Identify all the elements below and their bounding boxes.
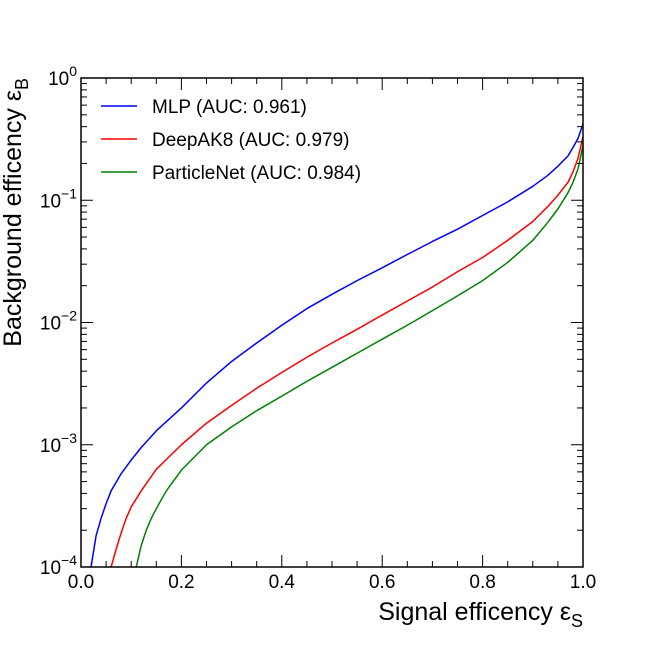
x-tick-label: 0.0	[68, 572, 94, 593]
x-tick-label: 0.6	[369, 572, 395, 593]
y-axis-label: Background efficency εB	[0, 78, 32, 347]
x-axis-label: Signal efficency εS	[378, 598, 583, 631]
legend: MLP (AUC: 0.961) DeepAK8 (AUC: 0.979) Part…	[101, 97, 361, 184]
legend-label: ParticleNet (AUC: 0.984)	[152, 163, 361, 184]
y-tick-label: 10−2	[40, 308, 77, 335]
series-line-0	[90, 123, 583, 567]
x-tick-label: 0.4	[269, 572, 296, 593]
x-tick-label: 0.2	[168, 572, 194, 593]
x-tick-label: 0.8	[469, 572, 495, 593]
y-tick-label: 10−4	[40, 552, 77, 579]
tick-layer: 0.0 0.2 0.4 0.6 0.8 1.0 10−4 10−3 10−2 10−1 100	[40, 63, 596, 593]
legend-label: MLP (AUC: 0.961)	[152, 97, 307, 118]
x-tick-label: 1.0	[570, 572, 596, 593]
y-tick-label: 10−3	[40, 430, 77, 457]
series-layer	[90, 123, 583, 567]
legend-label: DeepAK8 (AUC: 0.979)	[152, 130, 350, 151]
y-tick-label: 10−1	[40, 185, 77, 212]
y-tick-label: 100	[48, 63, 77, 90]
series-line-1	[110, 136, 583, 567]
series-line-2	[135, 145, 583, 567]
